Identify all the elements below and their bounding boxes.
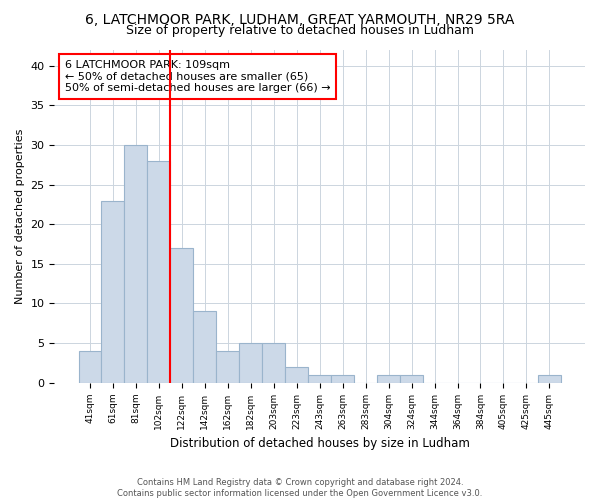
Bar — [331, 375, 354, 382]
Bar — [400, 375, 423, 382]
Bar — [239, 343, 262, 382]
Bar — [101, 200, 124, 382]
Bar — [377, 375, 400, 382]
Text: Size of property relative to detached houses in Ludham: Size of property relative to detached ho… — [126, 24, 474, 37]
Bar — [538, 375, 561, 382]
Text: Contains HM Land Registry data © Crown copyright and database right 2024.
Contai: Contains HM Land Registry data © Crown c… — [118, 478, 482, 498]
Text: 6, LATCHMOOR PARK, LUDHAM, GREAT YARMOUTH, NR29 5RA: 6, LATCHMOOR PARK, LUDHAM, GREAT YARMOUT… — [85, 12, 515, 26]
Bar — [124, 145, 148, 382]
Bar — [170, 248, 193, 382]
Y-axis label: Number of detached properties: Number of detached properties — [15, 128, 25, 304]
Bar — [285, 367, 308, 382]
X-axis label: Distribution of detached houses by size in Ludham: Distribution of detached houses by size … — [170, 437, 470, 450]
Bar — [79, 351, 101, 382]
Bar — [308, 375, 331, 382]
Bar — [148, 161, 170, 382]
Bar — [193, 312, 217, 382]
Text: 6 LATCHMOOR PARK: 109sqm
← 50% of detached houses are smaller (65)
50% of semi-d: 6 LATCHMOOR PARK: 109sqm ← 50% of detach… — [65, 60, 331, 93]
Bar — [217, 351, 239, 382]
Bar — [262, 343, 285, 382]
